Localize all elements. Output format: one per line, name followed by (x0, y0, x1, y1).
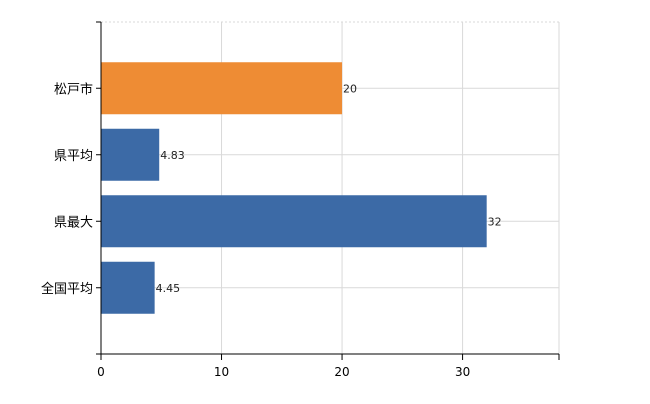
data-label: 32 (488, 215, 502, 228)
bars (101, 62, 487, 314)
data-label: 4.83 (160, 149, 185, 162)
x-tick-label: 30 (455, 365, 470, 379)
x-tick-label: 20 (334, 365, 349, 379)
y-tick-label: 全国平均 (41, 281, 93, 297)
bar-1 (101, 62, 343, 115)
bar-3 (101, 195, 487, 248)
data-label: 20 (343, 82, 357, 95)
y-tick-label: 県最大 (54, 215, 93, 230)
bar-2 (101, 128, 160, 181)
data-label: 4.45 (156, 282, 181, 295)
y-tick-label: 松戸市 (54, 81, 93, 97)
y-tick-label: 県平均 (54, 149, 93, 164)
bar-4 (101, 261, 155, 314)
x-tick-label: 10 (214, 365, 229, 379)
x-tick-label: 0 (97, 365, 105, 379)
axes (96, 21, 560, 360)
